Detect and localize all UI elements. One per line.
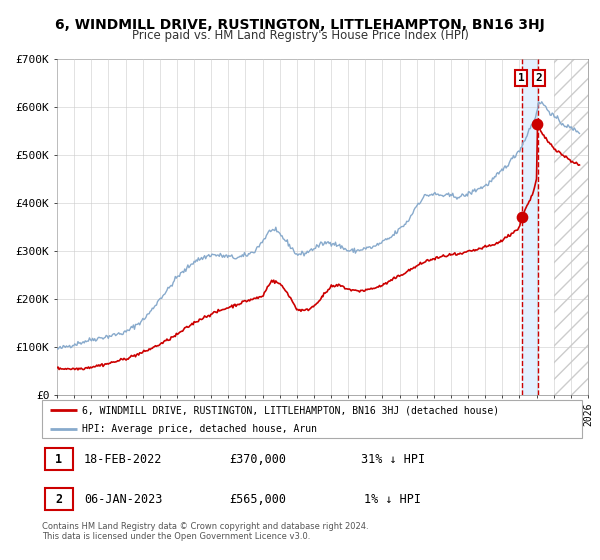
Text: This data is licensed under the Open Government Licence v3.0.: This data is licensed under the Open Gov… bbox=[42, 532, 310, 541]
FancyBboxPatch shape bbox=[45, 488, 73, 510]
Text: Price paid vs. HM Land Registry's House Price Index (HPI): Price paid vs. HM Land Registry's House … bbox=[131, 29, 469, 42]
Text: 6, WINDMILL DRIVE, RUSTINGTON, LITTLEHAMPTON, BN16 3HJ: 6, WINDMILL DRIVE, RUSTINGTON, LITTLEHAM… bbox=[55, 18, 545, 32]
Text: 1: 1 bbox=[518, 73, 524, 83]
Text: 18-FEB-2022: 18-FEB-2022 bbox=[84, 452, 162, 465]
FancyBboxPatch shape bbox=[45, 448, 73, 470]
Text: 06-JAN-2023: 06-JAN-2023 bbox=[84, 493, 162, 506]
Point bbox=[517, 213, 526, 222]
Text: £565,000: £565,000 bbox=[229, 493, 287, 506]
Text: 2: 2 bbox=[55, 493, 62, 506]
Point bbox=[532, 119, 542, 128]
FancyBboxPatch shape bbox=[42, 400, 582, 438]
Text: 31% ↓ HPI: 31% ↓ HPI bbox=[361, 452, 425, 465]
Text: 6, WINDMILL DRIVE, RUSTINGTON, LITTLEHAMPTON, BN16 3HJ (detached house): 6, WINDMILL DRIVE, RUSTINGTON, LITTLEHAM… bbox=[83, 405, 500, 415]
Text: Contains HM Land Registry data © Crown copyright and database right 2024.: Contains HM Land Registry data © Crown c… bbox=[42, 522, 368, 531]
Text: £370,000: £370,000 bbox=[229, 452, 287, 465]
Text: 1% ↓ HPI: 1% ↓ HPI bbox=[365, 493, 421, 506]
Text: 1: 1 bbox=[55, 452, 62, 465]
Bar bbox=[522, 59, 538, 395]
Bar bbox=[554, 59, 588, 395]
Text: HPI: Average price, detached house, Arun: HPI: Average price, detached house, Arun bbox=[83, 424, 317, 434]
Text: 2: 2 bbox=[536, 73, 542, 83]
